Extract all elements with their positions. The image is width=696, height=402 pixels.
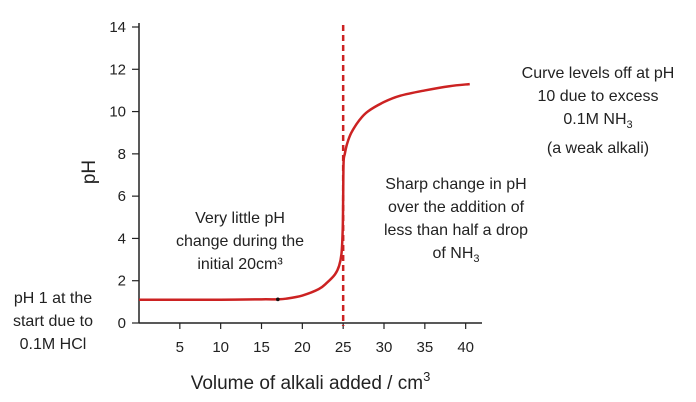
curve-point-marker: [276, 297, 280, 302]
annotation-levels-off: Curve levels off at pH 10 due to excess …: [500, 62, 696, 160]
x-tick-label: 35: [416, 339, 433, 356]
annotation-little-change-line: initial 20cm³: [197, 256, 283, 273]
annotation-start: pH 1 at the start due to 0.1M HCl: [2, 287, 104, 356]
annotation-sharp-change-text: of NH: [432, 245, 474, 262]
annotation-sharp-change-subscript: 3: [473, 253, 480, 266]
x-tick-label: 10: [212, 339, 229, 356]
annotation-start-line: start due to: [12, 313, 94, 330]
ticks: 0 2 4 6 8 10 12 14 5 10 15 20 25 30 35 40: [109, 19, 474, 356]
annotation-sharp-change-line: of NH3: [358, 242, 554, 271]
annotation-levels-off-subscript: 3: [626, 119, 633, 132]
annotation-sharp-change-line: Sharp change in pH: [385, 176, 527, 193]
annotation-sharp-change-line: less than half a drop: [383, 222, 529, 239]
y-tick-label: 10: [109, 104, 126, 121]
x-tick-label: 40: [457, 339, 474, 356]
annotation-sharp-change: Sharp change in pH over the addition of …: [358, 173, 554, 271]
y-tick-label: 2: [118, 273, 126, 290]
annotation-little-change-line: Very little pH: [195, 210, 285, 227]
y-tick-label: 0: [118, 315, 126, 332]
y-tick-label: 14: [109, 19, 126, 36]
annotation-sharp-change-line: over the addition of: [387, 199, 525, 216]
y-tick-label: 12: [109, 61, 126, 78]
y-axis-title: pH: [79, 160, 100, 184]
annotation-levels-off-line: Curve levels off at pH: [521, 65, 675, 82]
markers: [276, 297, 280, 302]
annotation-little-change: Very little pH change during the initial…: [150, 207, 330, 276]
x-tick-label: 30: [376, 339, 393, 356]
annotation-start-line: pH 1 at the: [13, 290, 93, 307]
y-tick-label: 6: [118, 188, 126, 205]
annotation-levels-off-text: 0.1M NH: [563, 111, 627, 128]
x-tick-label: 15: [253, 339, 270, 356]
x-tick-label: 5: [176, 339, 184, 356]
annotation-levels-off-line: (a weak alkali): [546, 140, 650, 158]
y-tick-label: 8: [118, 146, 126, 163]
annotation-start-line: 0.1M HCl: [19, 336, 87, 353]
y-tick-label: 4: [118, 230, 126, 247]
annotation-levels-off-line: 0.1M NH3: [500, 108, 696, 137]
x-tick-label: 25: [335, 339, 352, 356]
annotation-levels-off-line: 10 due to excess: [537, 88, 659, 105]
x-tick-label: 20: [294, 339, 311, 356]
x-axis-title-main: Volume of alkali added / cm: [191, 373, 423, 394]
x-axis-title-sup: 3: [423, 369, 430, 384]
x-axis-title: Volume of alkali added / cm3: [191, 369, 431, 394]
annotation-little-change-line: change during the: [175, 233, 305, 250]
